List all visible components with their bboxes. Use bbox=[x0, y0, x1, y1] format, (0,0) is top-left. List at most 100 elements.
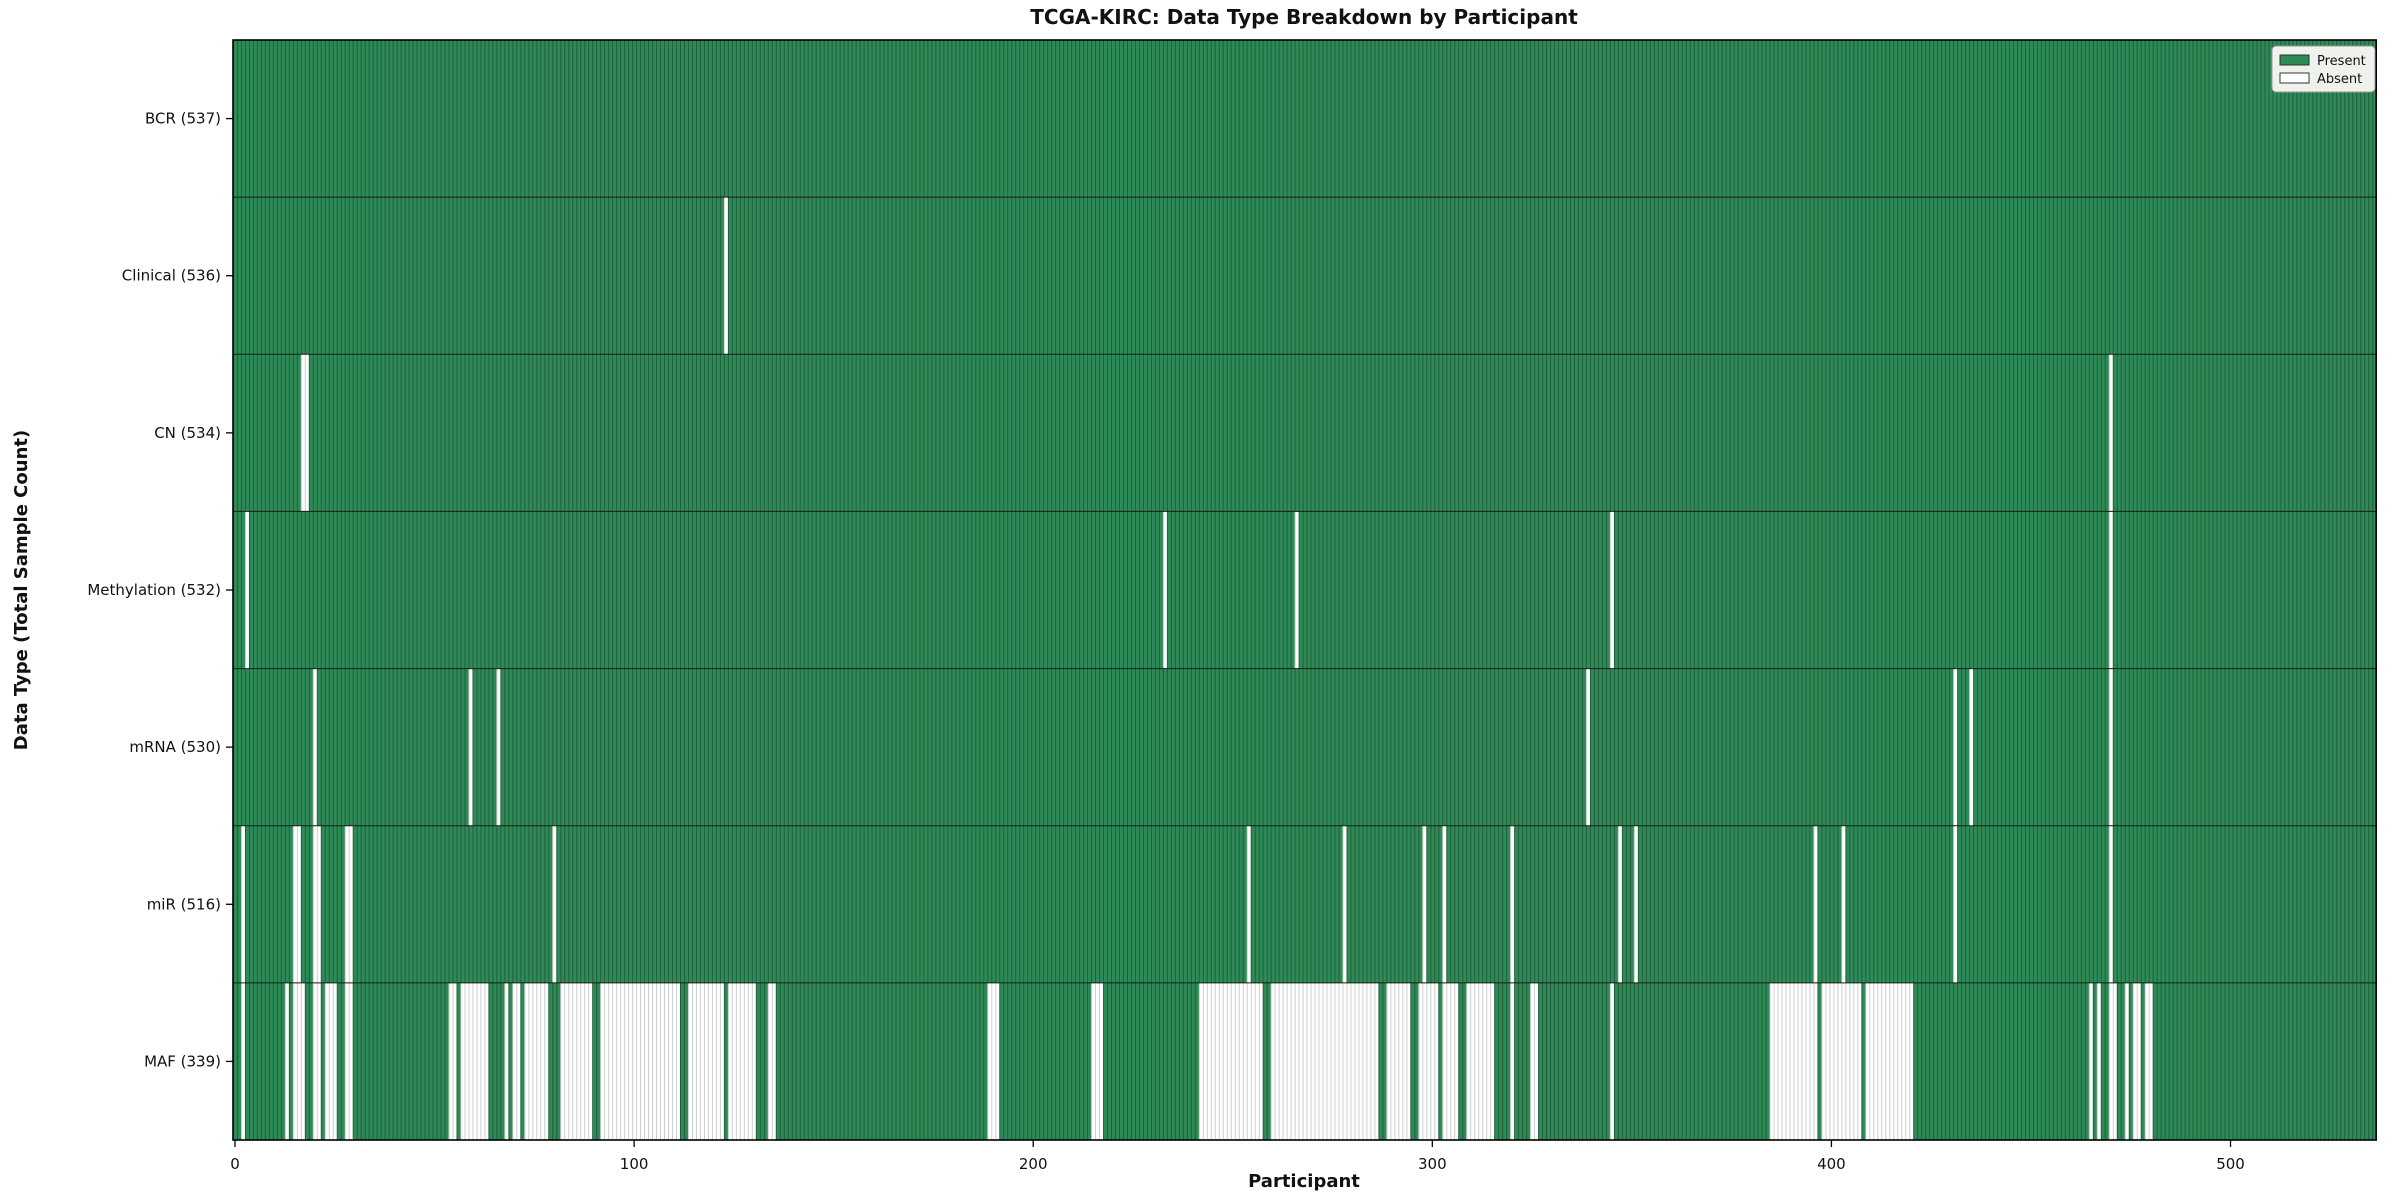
legend-present-swatch bbox=[2279, 54, 2310, 66]
y-tick-label: mRNA (530) bbox=[129, 738, 221, 756]
absent-stripe bbox=[1585, 668, 1590, 826]
row-BCR bbox=[233, 40, 2377, 198]
absent-stripe bbox=[244, 511, 249, 669]
absent-stripe bbox=[1530, 982, 1539, 1140]
absent-stripe bbox=[560, 982, 593, 1140]
row-present-fill bbox=[233, 825, 2377, 983]
absent-stripe bbox=[1386, 982, 1411, 1140]
absent-stripe bbox=[496, 668, 501, 826]
legend: Present Absent bbox=[2271, 45, 2376, 93]
absent-stripe bbox=[1270, 982, 1379, 1140]
absent-stripe bbox=[727, 982, 756, 1140]
x-axis-label: Participant bbox=[1248, 1171, 1360, 1192]
legend-absent-swatch bbox=[2279, 72, 2310, 84]
row-Clinical bbox=[233, 197, 2377, 355]
y-tick-label: BCR (537) bbox=[145, 110, 221, 128]
absent-stripe bbox=[1442, 982, 1459, 1140]
absent-stripe bbox=[312, 668, 317, 826]
absent-stripe bbox=[460, 982, 489, 1140]
x-tick-label: 200 bbox=[1019, 1155, 1048, 1173]
absent-stripe bbox=[767, 982, 776, 1140]
y-tick-label: miR (516) bbox=[147, 895, 221, 913]
x-tick-label: 400 bbox=[1817, 1155, 1846, 1173]
absent-stripe bbox=[1466, 982, 1495, 1140]
absent-stripe bbox=[1617, 825, 1622, 983]
x-axis-ticks: 0 100 200 300 400 500 bbox=[230, 1140, 2245, 1173]
absent-stripe bbox=[1510, 825, 1515, 983]
absent-stripe bbox=[2108, 354, 2113, 512]
absent-stripe bbox=[300, 354, 309, 512]
absent-stripe bbox=[2108, 668, 2113, 826]
absent-stripe bbox=[312, 982, 321, 1140]
absent-stripe bbox=[1609, 982, 1614, 1140]
y-tick-label: CN (534) bbox=[154, 424, 221, 442]
absent-stripe bbox=[1841, 825, 1846, 983]
absent-stripe bbox=[2124, 982, 2129, 1140]
absent-stripe bbox=[292, 982, 305, 1140]
absent-stripe bbox=[448, 982, 457, 1140]
row-present-fill bbox=[233, 40, 2377, 198]
absent-stripe bbox=[2132, 982, 2141, 1140]
row-mRNA bbox=[233, 668, 2377, 826]
absent-stripe bbox=[2108, 982, 2117, 1140]
absent-stripe bbox=[512, 982, 521, 1140]
absent-stripe bbox=[1865, 982, 1914, 1140]
row-separator-lines bbox=[233, 196, 2377, 984]
row-present-fill bbox=[233, 511, 2377, 669]
plot-rows bbox=[233, 40, 2377, 1140]
absent-stripe bbox=[468, 668, 473, 826]
absent-stripe bbox=[1198, 982, 1263, 1140]
row-miR bbox=[233, 825, 2377, 983]
legend-absent-label: Absent bbox=[2317, 72, 2362, 87]
absent-stripe bbox=[1609, 511, 1614, 669]
absent-stripe bbox=[1821, 982, 1862, 1140]
absent-stripe bbox=[1969, 668, 1974, 826]
absent-stripe bbox=[600, 982, 680, 1140]
absent-stripe bbox=[723, 197, 728, 355]
absent-stripe bbox=[504, 982, 509, 1140]
absent-stripe bbox=[1418, 982, 1439, 1140]
absent-stripe bbox=[1091, 982, 1104, 1140]
y-axis-ticks: BCR (537) Clinical (536) CN (534) Methylati… bbox=[87, 110, 233, 1070]
x-tick-label: 0 bbox=[230, 1155, 240, 1173]
row-Methylation bbox=[233, 511, 2377, 669]
row-present-fill bbox=[233, 668, 2377, 826]
row-MAF bbox=[233, 982, 2377, 1140]
absent-stripe bbox=[1342, 825, 1347, 983]
absent-stripe bbox=[240, 982, 245, 1140]
plot-border bbox=[232, 39, 2377, 1141]
x-tick-label: 100 bbox=[620, 1155, 649, 1173]
y-tick-label: MAF (339) bbox=[144, 1052, 221, 1070]
absent-stripe bbox=[240, 825, 245, 983]
y-tick-label: Methylation (532) bbox=[87, 581, 221, 599]
absent-stripe bbox=[2108, 825, 2113, 983]
absent-stripe bbox=[2108, 511, 2113, 669]
absent-stripe bbox=[292, 825, 301, 983]
absent-stripe bbox=[1769, 982, 1818, 1140]
absent-stripe bbox=[312, 825, 321, 983]
absent-stripe bbox=[344, 982, 353, 1140]
legend-present-label: Present bbox=[2317, 54, 2366, 69]
absent-stripe bbox=[1162, 511, 1167, 669]
row-present-fill bbox=[233, 197, 2377, 355]
absent-stripe bbox=[1953, 668, 1958, 826]
absent-stripe bbox=[1813, 825, 1818, 983]
absent-stripe bbox=[1294, 511, 1299, 669]
absent-stripe bbox=[2096, 982, 2101, 1140]
x-tick-label: 500 bbox=[2216, 1155, 2245, 1173]
row-CN bbox=[233, 354, 2377, 512]
absent-stripe bbox=[1422, 825, 1427, 983]
absent-stripe bbox=[1246, 825, 1251, 983]
absent-stripe bbox=[687, 982, 724, 1140]
absent-stripe bbox=[1633, 825, 1638, 983]
absent-stripe bbox=[284, 982, 289, 1140]
absent-stripe bbox=[524, 982, 549, 1140]
absent-stripe bbox=[1953, 825, 1958, 983]
absent-stripe bbox=[1510, 982, 1515, 1140]
absent-stripe bbox=[324, 982, 337, 1140]
absent-stripe bbox=[344, 825, 353, 983]
absent-stripe bbox=[552, 825, 557, 983]
absent-stripe bbox=[987, 982, 1000, 1140]
